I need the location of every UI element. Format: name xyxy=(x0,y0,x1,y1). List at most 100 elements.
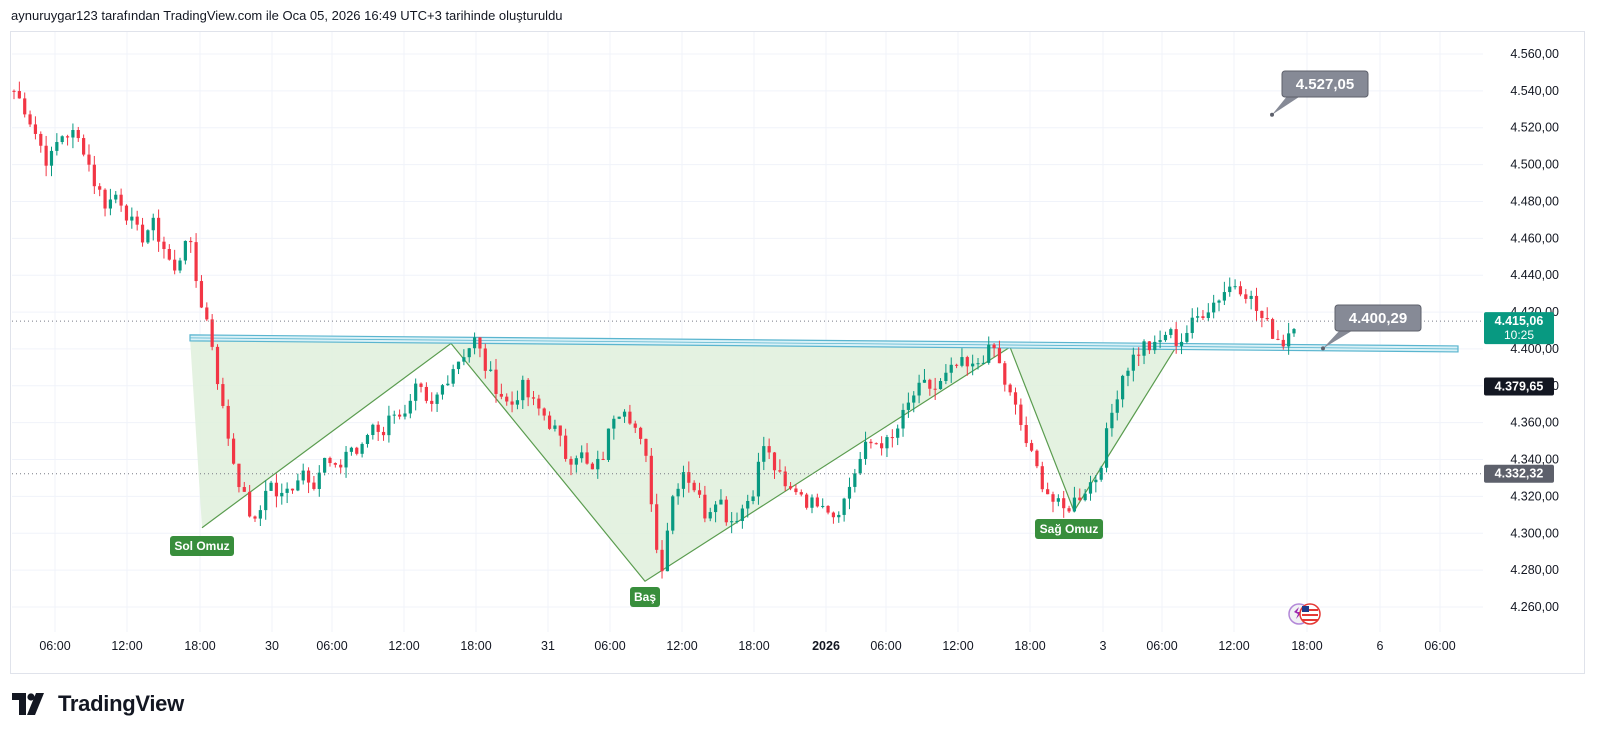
candle-body xyxy=(55,142,59,151)
candle-body xyxy=(221,384,225,406)
x-tick-label: 6 xyxy=(1377,639,1384,653)
y-tick-label: 4.440,00 xyxy=(1510,268,1559,282)
pattern-label-box xyxy=(170,536,234,556)
candle-body xyxy=(794,488,798,493)
price-tag-label: 4.379,65 xyxy=(1495,379,1544,393)
candle-body xyxy=(290,488,295,491)
candle-body xyxy=(28,114,32,125)
candle-body xyxy=(1174,329,1178,346)
candle-body xyxy=(146,230,150,243)
candle-body xyxy=(665,530,669,572)
candle-body xyxy=(306,470,311,483)
candle-body xyxy=(349,447,354,452)
candle-body xyxy=(376,424,380,432)
candle-body xyxy=(1201,316,1205,318)
candle-body xyxy=(1008,384,1012,393)
candle-body xyxy=(1126,370,1130,376)
candle-body xyxy=(494,369,498,394)
candle-body xyxy=(510,401,514,405)
pattern-label: Sol Omuz xyxy=(174,539,229,553)
candle-body xyxy=(489,369,493,371)
x-tick-label: 06:00 xyxy=(594,639,625,653)
candle-body xyxy=(778,470,782,472)
candle-body xyxy=(151,217,155,231)
candle-body xyxy=(435,394,439,404)
candle-body xyxy=(178,260,182,271)
candle-body xyxy=(419,383,423,387)
candle-body xyxy=(531,397,536,399)
candle-body xyxy=(199,281,204,308)
candle-body xyxy=(917,382,921,396)
candle-body xyxy=(1158,340,1162,342)
candle-body xyxy=(1281,339,1285,347)
candle-body xyxy=(783,471,787,487)
x-tick-label: 18:00 xyxy=(1014,639,1045,653)
tradingview-logo[interactable]: TradingView xyxy=(12,691,184,717)
candle-body xyxy=(526,379,530,398)
candle-body xyxy=(296,480,300,491)
callout-pointer xyxy=(1272,95,1302,115)
x-tick-label: 06:00 xyxy=(870,639,901,653)
chart-caption: aynuruygar123 tarafından TradingView.com… xyxy=(11,8,563,23)
candle-body xyxy=(730,521,734,523)
candle-body xyxy=(344,451,348,468)
candle-body xyxy=(264,490,268,511)
candle-body xyxy=(574,458,578,465)
candle-body xyxy=(98,186,102,190)
candle-body xyxy=(1104,428,1109,468)
currency-flag-icon xyxy=(1288,603,1321,625)
chart-frame[interactable] xyxy=(10,31,1585,674)
candle-body xyxy=(1265,318,1269,320)
candle-body xyxy=(1040,466,1044,490)
y-tick-label: 4.340,00 xyxy=(1510,453,1559,467)
x-tick-label: 06:00 xyxy=(316,639,347,653)
candle-body xyxy=(1099,467,1103,480)
candle-body xyxy=(1067,508,1071,512)
candle-body xyxy=(944,372,948,382)
candle-body xyxy=(826,505,830,513)
candle-body xyxy=(547,415,552,429)
candle-body xyxy=(44,145,48,166)
candle-body xyxy=(355,447,359,454)
candle-body xyxy=(194,242,198,282)
candle-body xyxy=(649,455,653,505)
candle-body xyxy=(17,91,21,99)
candle-body xyxy=(1083,493,1087,501)
x-tick-label: 12:00 xyxy=(666,639,697,653)
candle-body xyxy=(392,414,396,416)
callout-box xyxy=(1334,304,1422,332)
brand-name: TradingView xyxy=(58,691,184,716)
x-tick-label: 30 xyxy=(265,639,279,653)
candle-body xyxy=(580,452,584,459)
callout-label: 4.527,05 xyxy=(1296,76,1354,93)
candle-body xyxy=(1260,310,1264,319)
candle-body xyxy=(906,402,910,410)
candle-body xyxy=(1254,295,1259,311)
grid-lines xyxy=(12,32,1483,632)
candle-body xyxy=(564,435,568,459)
candle-body xyxy=(242,487,246,492)
candle-body xyxy=(724,499,728,523)
candle-body xyxy=(440,385,445,395)
candle-body xyxy=(1233,286,1237,288)
candle-body xyxy=(644,438,648,456)
candle-body xyxy=(1094,479,1098,483)
y-tick-label: 4.260,00 xyxy=(1510,600,1559,614)
candle-body xyxy=(210,319,214,347)
candle-body xyxy=(499,393,503,397)
candle-body xyxy=(542,408,546,416)
candle-body xyxy=(585,452,589,464)
candle-body xyxy=(269,482,273,491)
y-tick-label: 4.320,00 xyxy=(1510,489,1559,503)
x-tick-label: 31 xyxy=(541,639,555,653)
candle-body xyxy=(515,400,520,405)
candle-body xyxy=(462,357,466,362)
candle-body xyxy=(1029,443,1034,451)
candle-body xyxy=(1131,354,1135,371)
candle-body xyxy=(885,437,889,449)
candle-body xyxy=(135,216,139,225)
candle-body xyxy=(33,124,38,134)
candle-body xyxy=(280,492,284,497)
candle-body xyxy=(569,458,573,465)
